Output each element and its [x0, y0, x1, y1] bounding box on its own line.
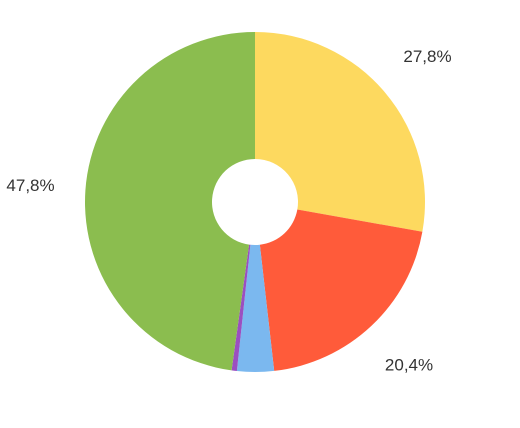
- slice-label: 47,8%: [6, 176, 54, 195]
- donut-slice: [236, 244, 275, 372]
- donut-slice: [259, 209, 423, 371]
- slice-label: 20,4%: [385, 356, 433, 375]
- donut-slice: [84, 32, 255, 371]
- donut-slice: [231, 244, 251, 372]
- slice-label: 27,8%: [403, 47, 451, 66]
- donut-slice: [255, 32, 425, 232]
